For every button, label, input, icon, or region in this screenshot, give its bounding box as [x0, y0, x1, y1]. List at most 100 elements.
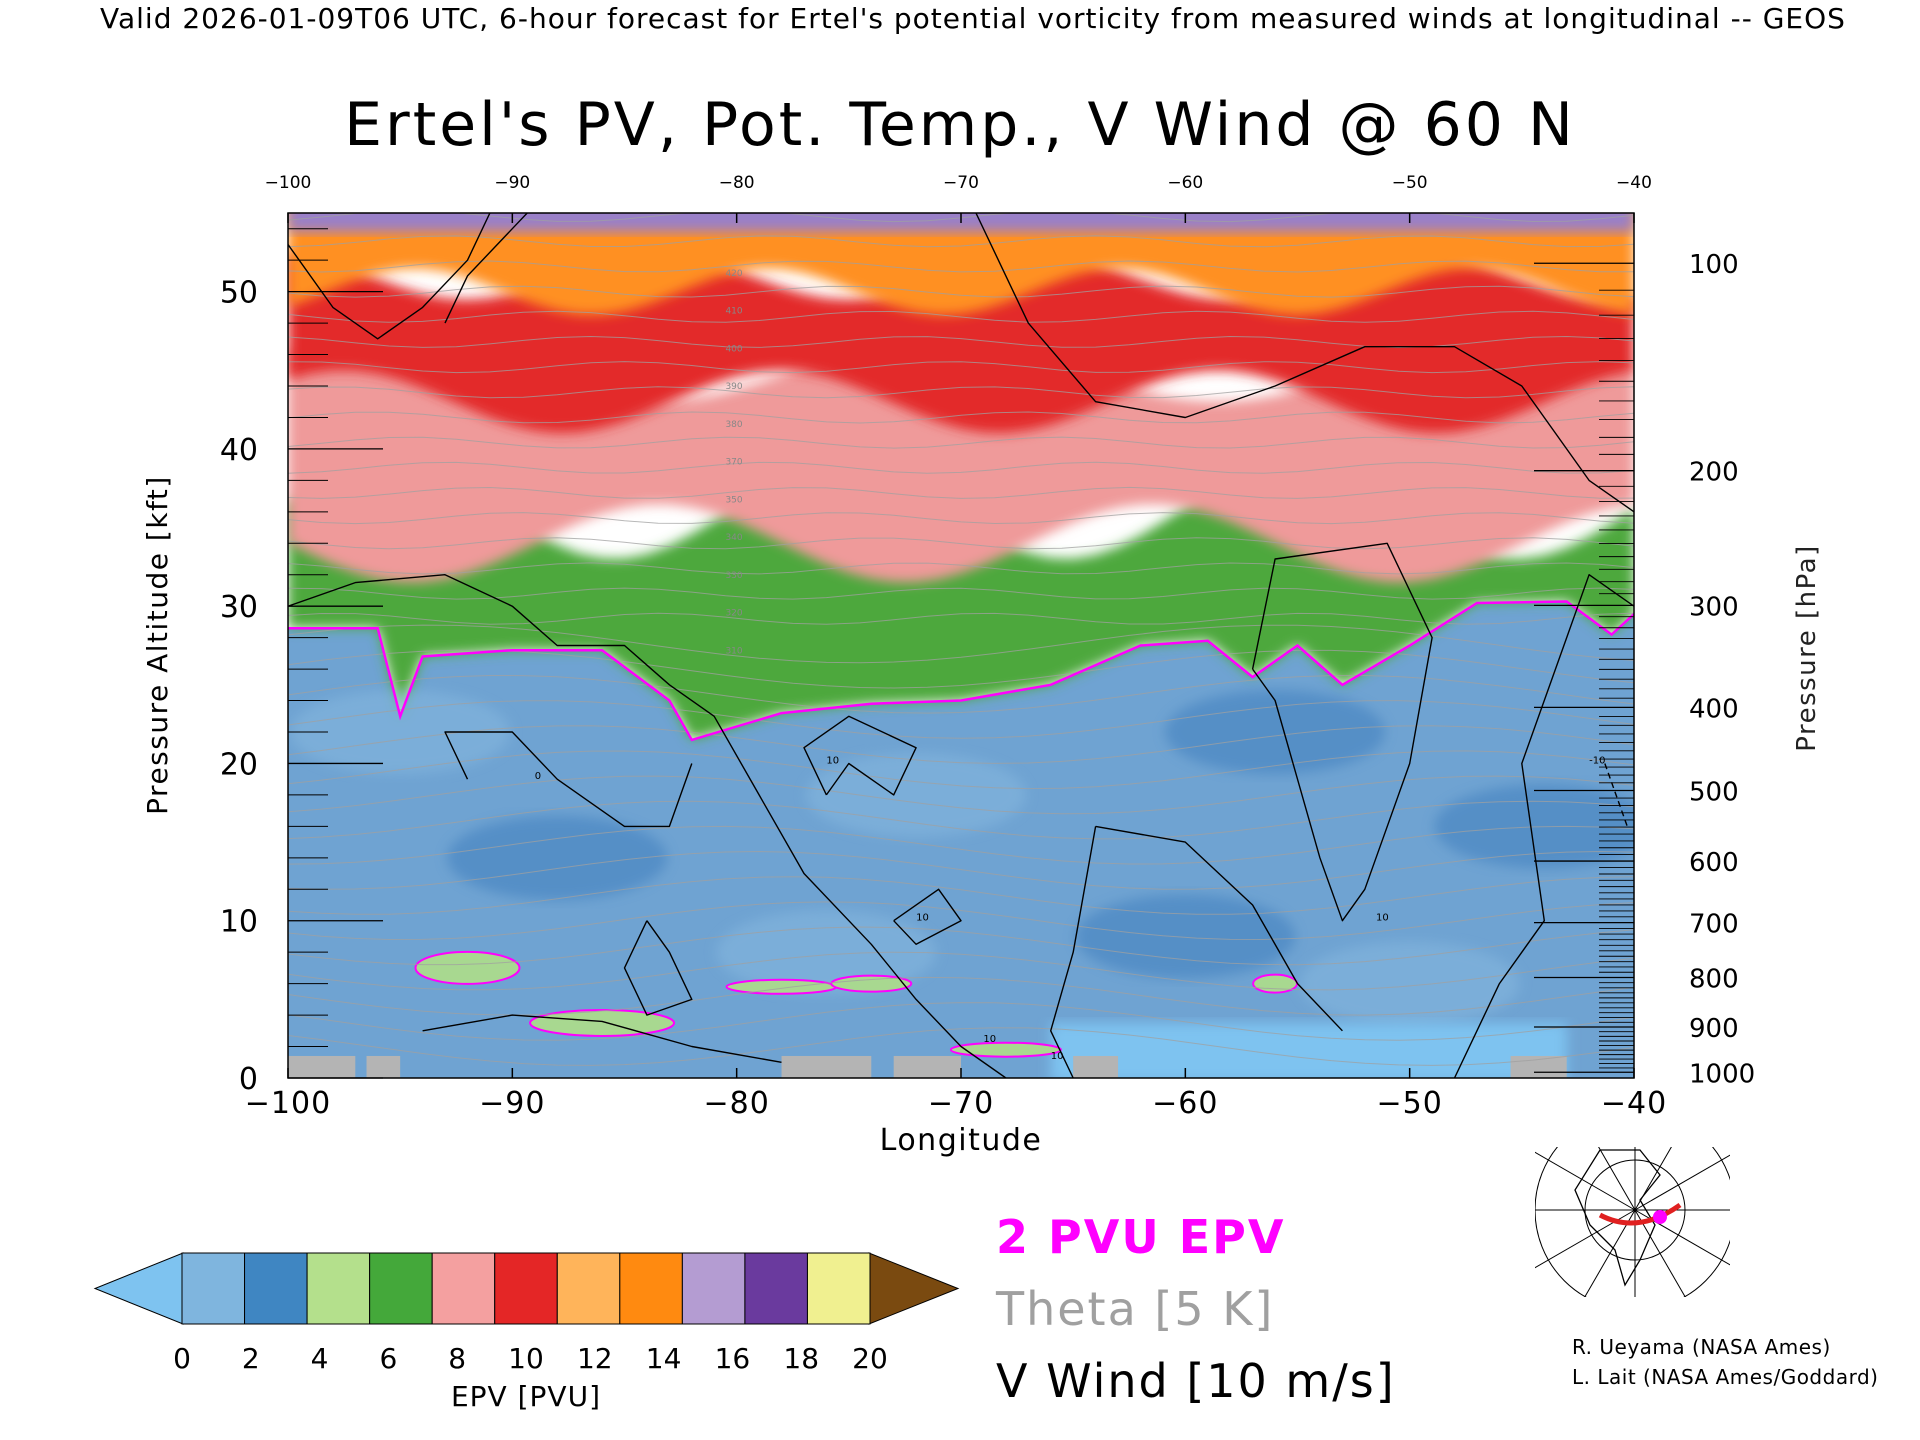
- theta-contour-line: [288, 235, 1634, 248]
- theta-contour-line: [288, 1002, 1634, 1041]
- epv-troposphere-patch: [806, 752, 1027, 837]
- theta-contour-line: [288, 901, 1634, 941]
- colorbar-tick-label: 16: [715, 1342, 751, 1375]
- y-tick-label: 40: [220, 433, 258, 468]
- colorbar-segment: [744, 1252, 808, 1325]
- v-wind-contour-line: [444, 213, 529, 324]
- v-wind-contour-line: [288, 213, 491, 340]
- theta-contour-line: [288, 562, 1634, 575]
- x-tick-label: −90: [479, 1086, 545, 1121]
- colorbar-segment: [494, 1252, 558, 1325]
- map-meridian: [1634, 1154, 1730, 1211]
- v-wind-contour-label: -10: [1589, 755, 1605, 766]
- theta-contour-label: 380: [725, 420, 742, 430]
- map-meridian: [1535, 1151, 1636, 1211]
- colorbar-over-arrow: [868, 1252, 960, 1325]
- colorbar-segment: [556, 1252, 621, 1325]
- v-wind-contour-label: 10: [916, 913, 929, 924]
- colorbar-tick-label: 0: [173, 1342, 191, 1375]
- theta-contour-line: [288, 850, 1634, 890]
- colorbar-segment: [369, 1252, 433, 1325]
- x-tick-label: −100: [245, 1086, 331, 1121]
- colorbar-tick-label: 6: [379, 1342, 397, 1375]
- v-wind-contour-label: 10: [826, 755, 839, 766]
- colorbar-label: EPV [PVU]: [451, 1380, 601, 1413]
- theta-contour-line: [288, 876, 1634, 915]
- map-meridian: [1634, 1209, 1730, 1266]
- pressure-tick-label: 600: [1689, 848, 1739, 878]
- v-wind-contour-label: 0: [535, 771, 541, 782]
- colorbar-under-arrow: [93, 1252, 184, 1325]
- theta-contour-line: [288, 674, 1634, 714]
- pv-2pvu-contour: [288, 600, 1634, 742]
- v-wind-contour-label: 10: [983, 1034, 996, 1045]
- missing-data-area: [366, 1055, 401, 1078]
- epv-troposphere-patch: [1075, 894, 1296, 979]
- epv-troposphere-patch: [1434, 784, 1634, 869]
- theta-contour-line: [288, 926, 1634, 966]
- theta-contour-line: [288, 512, 1634, 525]
- map-location-marker: [1653, 1210, 1667, 1224]
- theta-contour-label: 330: [725, 571, 742, 581]
- v-wind-contour-line: [1251, 542, 1433, 922]
- x-tick-label: −40: [1601, 1086, 1667, 1121]
- colorbar-segment: [681, 1252, 746, 1325]
- missing-data-area: [893, 1055, 961, 1078]
- theta-contour-line: [288, 624, 1634, 664]
- pressure-tick-label: 1000: [1689, 1059, 1755, 1089]
- theta-contour-label: 390: [725, 382, 742, 392]
- pressure-axis-label: Pressure [hPa]: [1792, 544, 1822, 752]
- chart-title: Ertel's PV, Pot. Temp., V Wind @ 60 N: [344, 90, 1576, 160]
- locator-map: [1535, 1147, 1730, 1297]
- theta-contour-line: [288, 587, 1634, 600]
- contour-lines: 310 320 330 340 350 370 380 390 400 410 420 0 10 10 10…: [288, 213, 1634, 1078]
- x-tick-label: −80: [704, 1086, 770, 1121]
- v-wind-negative-contour: [1604, 763, 1628, 827]
- map-coastline: [1574, 1149, 1661, 1287]
- epv-low-level-blob: [414, 950, 521, 985]
- epv-low-level-blob: [529, 1008, 676, 1037]
- colorbar-tick-label: 18: [783, 1342, 819, 1375]
- v-wind-contour-line: [444, 731, 693, 828]
- pressure-tick-label: 900: [1689, 1014, 1739, 1044]
- v-wind-contour-line: [893, 888, 962, 945]
- missing-data-area: [288, 1055, 356, 1078]
- colorbar-segment: [619, 1252, 683, 1325]
- map-meridian: [1634, 1209, 1686, 1297]
- v-wind-contour-line: [422, 1014, 782, 1063]
- map-meridian: [1535, 1209, 1636, 1269]
- credit-line-1: R. Ueyama (NASA Ames): [1572, 1335, 1831, 1359]
- x-tick-label-top: −100: [265, 173, 312, 193]
- pressure-tick-label: 200: [1689, 458, 1739, 488]
- v-wind-contour-line: [1453, 574, 1634, 1078]
- epv-troposphere-patch: [1299, 941, 1520, 1026]
- y-tick-label: 10: [220, 905, 258, 940]
- theta-contour-line: [288, 825, 1634, 865]
- theta-contour-label: 320: [725, 609, 742, 619]
- pressure-tick-label: 400: [1689, 694, 1739, 724]
- colorbar-tick-label: 20: [852, 1342, 888, 1375]
- colorbar-tick-label: 4: [311, 1342, 329, 1375]
- y-tick-label: 50: [220, 276, 258, 311]
- colorbar-segment: [181, 1252, 246, 1325]
- v-wind-contour-line: [1050, 826, 1097, 1078]
- legend-pv-label: 2 PVU EPV: [996, 1210, 1286, 1264]
- theta-contour-line: [288, 486, 1634, 499]
- epv-orange-band: [288, 213, 1634, 316]
- theta-contour-line: [288, 725, 1634, 764]
- y-tick-label: 20: [220, 747, 258, 782]
- colorbar: 0 2 4 6 8 10 12 14 16 18 20 EPV [PVU]: [93, 1252, 960, 1413]
- epv-low-pv-area: [1050, 1022, 1567, 1078]
- theta-contour-line: [288, 436, 1634, 449]
- colorbar-segment: [306, 1252, 371, 1325]
- theta-contour-line: [288, 361, 1634, 374]
- epv-low-level-blob: [1252, 973, 1299, 994]
- colorbar-segment: [244, 1252, 308, 1325]
- theta-contour-line: [288, 537, 1634, 550]
- pressure-tick-label: 100: [1689, 250, 1739, 280]
- v-wind-contour-line: [975, 213, 1634, 513]
- theta-contour-line: [288, 750, 1634, 790]
- y-axis-label: Pressure Altitude [kft]: [141, 475, 174, 815]
- theta-contour-line: [288, 461, 1634, 474]
